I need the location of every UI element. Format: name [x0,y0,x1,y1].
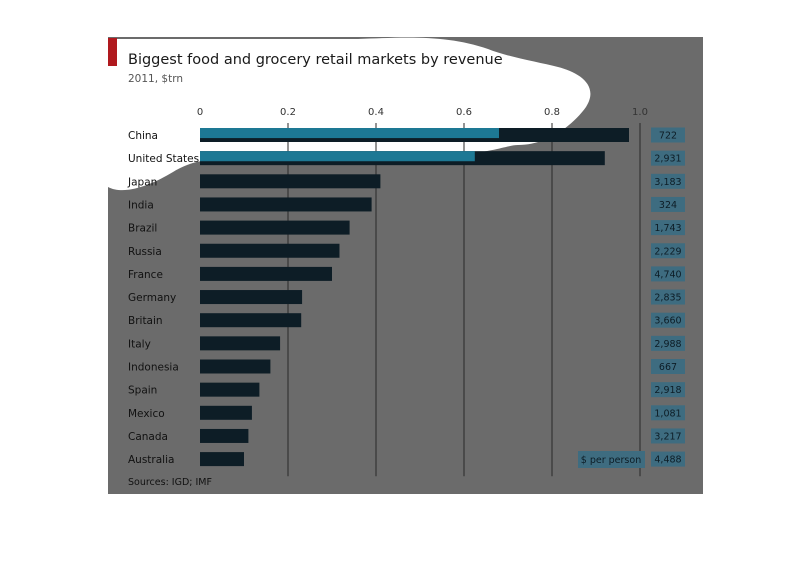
per-person-box [651,405,685,421]
x-tick-label: 0.2 [280,107,296,118]
bar [200,313,302,328]
category-label: India [128,199,154,211]
bar [200,290,303,305]
bar-chart: Biggest food and grocery retail markets … [108,37,703,494]
x-tick-label: 0.6 [456,107,472,118]
per-person-value: 1,081 [654,408,681,419]
bar-highlight [200,151,475,162]
per-person-value: 2,229 [654,246,681,257]
per-person-value: 2,988 [654,339,681,350]
category-label: Indonesia [128,362,179,374]
x-axis-ticks: 0 0.2 0.4 0.6 0.8 1.0 [197,107,648,118]
per-person-value: 4,740 [654,269,681,280]
category-label: Brazil [128,223,157,235]
per-person-box [651,382,685,398]
per-person-box [651,451,685,467]
bar [200,266,332,281]
bar [200,220,350,235]
per-person-box [651,428,685,444]
per-person-values: 722 2,931 3,183 324 1,743 2,229 4,740 2,835 3,66… [651,127,685,467]
category-label: Canada [128,431,168,443]
per-person-value: 2,835 [654,293,681,304]
per-person-value: 4,488 [654,455,681,466]
bar [200,197,372,212]
per-person-box [651,127,685,143]
category-label: China [128,130,158,142]
bars [200,128,629,467]
bar [200,382,260,397]
chart-title: Biggest food and grocery retail markets … [128,52,503,68]
per-person-box [651,359,685,374]
per-person-value: 324 [659,200,677,211]
per-person-box [651,266,685,282]
bar [200,336,281,351]
bar [200,243,340,258]
chart-panel: Biggest food and grocery retail markets … [108,37,703,494]
per-person-value: 667 [659,362,677,373]
x-tick-label: 1.0 [632,107,648,118]
bar-highlight [200,128,499,139]
bar [200,428,249,443]
x-tick-label: 0.8 [544,107,560,118]
per-person-box [651,335,685,351]
category-label: Australia [128,454,174,466]
bar [200,452,244,467]
source-note: Sources: IGD; IMF [128,477,212,488]
x-tick-label: 0 [197,107,203,118]
category-label: Mexico [128,408,165,420]
per-person-value: 2,918 [654,385,681,396]
per-person-value: 3,217 [654,431,681,442]
category-label: Russia [128,246,162,258]
per-person-box [651,196,685,212]
bar [200,174,381,189]
accent-red-bar [108,38,117,66]
x-tick-label: 0.4 [368,107,384,118]
bar [200,405,252,420]
category-label: France [128,269,163,281]
category-label: Germany [128,292,176,304]
chart-subtitle: 2011, $trn [128,73,183,85]
per-person-box [651,243,685,259]
per-person-value: 3,660 [654,316,681,327]
per-person-value: 3,183 [654,177,681,188]
per-person-box [651,173,685,189]
category-label: Spain [128,385,157,397]
per-person-value: 1,743 [654,223,681,234]
per-person-box [651,220,685,236]
per-person-label-box [578,451,645,468]
per-person-label: $ per person [581,455,641,466]
per-person-value: 2,931 [654,154,681,165]
per-person-box [651,289,685,305]
category-label: Italy [128,338,151,350]
per-person-value: 722 [659,131,677,142]
bar [200,359,271,374]
per-person-box [651,312,685,328]
category-label: Japan [127,176,157,188]
per-person-box [651,150,685,166]
category-label: United States [128,153,199,165]
category-labels: China United States Japan India Brazil Russia… [127,130,199,466]
category-label: Britain [128,315,163,327]
